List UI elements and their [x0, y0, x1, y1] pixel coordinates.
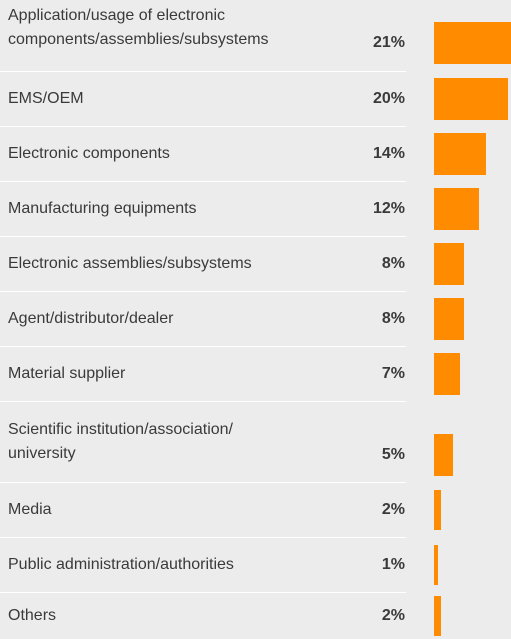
- row-separator: [0, 71, 406, 72]
- value-label: 2%: [381, 606, 405, 624]
- row-separator: [0, 181, 406, 182]
- row-separator: [0, 346, 406, 347]
- category-label-line: EMS/OEM: [8, 89, 84, 107]
- bar: [434, 595, 441, 636]
- row-separator: [0, 592, 406, 593]
- value-label: 12%: [372, 199, 405, 217]
- bar: [434, 187, 479, 230]
- category-label-line: Media: [8, 500, 52, 518]
- category-label-line: Electronic components: [8, 144, 170, 162]
- value-label: 8%: [381, 254, 405, 272]
- bar: [434, 297, 464, 340]
- category-label-line: Others: [8, 606, 57, 624]
- category-label-line: Material supplier: [8, 364, 126, 382]
- category-label: Application/usage of electronic component…: [8, 4, 348, 52]
- row-separator: [0, 537, 406, 538]
- value-label: 8%: [381, 309, 405, 327]
- category-label: Media: [8, 498, 348, 522]
- bar: [434, 77, 508, 120]
- category-label: Others: [8, 604, 348, 628]
- category-label-line: Application/usage of electronic: [8, 6, 226, 24]
- bar: [434, 544, 438, 585]
- category-label-line: components/assemblies/subsystems: [8, 30, 269, 48]
- row-separator: [0, 126, 406, 127]
- category-label-line: Agent/distributor/dealer: [8, 309, 174, 327]
- category-label-line: Scientific institution/association/: [8, 420, 233, 438]
- category-label-line: Manufacturing equipments: [8, 199, 197, 217]
- value-label: 2%: [381, 500, 405, 518]
- category-label: Electronic assemblies/subsystems: [8, 252, 348, 276]
- category-label-line: university: [8, 444, 76, 462]
- category-label: Public administration/authorities: [8, 553, 348, 577]
- bar: [434, 22, 511, 64]
- category-label: Agent/distributor/dealer: [8, 307, 348, 331]
- value-label: 14%: [372, 144, 405, 162]
- row-separator: [0, 236, 406, 237]
- category-label: Electronic components: [8, 142, 348, 166]
- category-label: EMS/OEM: [8, 87, 348, 111]
- category-label-line: Public administration/authorities: [8, 555, 234, 573]
- category-label-line: Electronic assemblies/subsystems: [8, 254, 252, 272]
- bar: [434, 434, 453, 476]
- row-separator: [0, 401, 406, 402]
- value-label: 21%: [372, 34, 405, 51]
- bar: [434, 132, 486, 175]
- bar: [434, 242, 464, 285]
- category-label: Material supplier: [8, 362, 348, 386]
- category-label: Manufacturing equipments: [8, 197, 348, 221]
- row-separator: [0, 291, 406, 292]
- value-label: 1%: [381, 555, 405, 573]
- row-separator: [0, 482, 406, 483]
- value-label: 7%: [381, 364, 405, 382]
- bar: [434, 352, 460, 395]
- bar: [434, 489, 441, 530]
- value-label: 20%: [372, 89, 405, 107]
- category-label: Scientific institution/association/unive…: [8, 418, 348, 466]
- value-label: 5%: [381, 446, 405, 463]
